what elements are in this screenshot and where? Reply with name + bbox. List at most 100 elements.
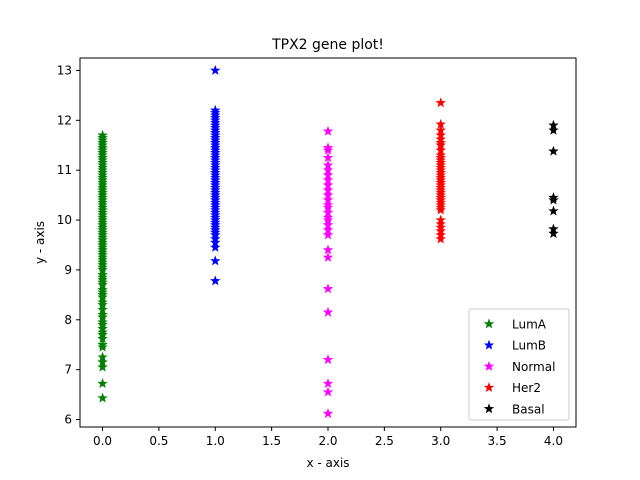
x-tick-label: 2.0 xyxy=(318,434,337,448)
x-tick-label: 4.0 xyxy=(544,434,563,448)
legend-label: Basal xyxy=(512,402,545,416)
data-point xyxy=(322,244,334,255)
data-point xyxy=(435,133,446,144)
data-point xyxy=(435,118,446,129)
data-point xyxy=(322,207,334,217)
data-point xyxy=(322,189,334,200)
y-tick-label: 9 xyxy=(64,263,72,277)
data-point xyxy=(97,326,108,337)
y-tick-label: 11 xyxy=(57,163,72,177)
data-point xyxy=(97,339,108,350)
data-point xyxy=(548,205,559,216)
x-tick-label: 3.5 xyxy=(488,434,507,448)
y-tick-label: 13 xyxy=(57,63,72,77)
data-point xyxy=(97,361,108,372)
data-point xyxy=(97,309,108,320)
x-tick-label: 3.0 xyxy=(431,434,450,448)
data-point xyxy=(435,218,446,229)
series-luma xyxy=(97,129,108,403)
data-point xyxy=(548,192,559,203)
data-point xyxy=(548,124,559,135)
data-point xyxy=(210,255,221,266)
data-point xyxy=(322,224,334,235)
data-point xyxy=(322,252,334,262)
data-point xyxy=(435,233,446,244)
data-point xyxy=(435,222,446,232)
data-point xyxy=(548,223,559,234)
data-point xyxy=(435,124,446,135)
data-point xyxy=(435,229,446,240)
data-point xyxy=(435,97,446,108)
series-normal xyxy=(322,125,334,418)
data-point xyxy=(322,306,334,317)
data-point xyxy=(435,225,446,236)
legend-marker xyxy=(483,360,495,371)
data-point xyxy=(322,125,334,136)
x-axis-label: x - axis xyxy=(306,456,349,470)
x-tick-label: 0.5 xyxy=(149,434,168,448)
data-point xyxy=(322,174,334,185)
data-point xyxy=(97,284,108,295)
data-point xyxy=(322,152,334,163)
data-point xyxy=(435,137,446,148)
chart-title: TPX2 gene plot! xyxy=(271,37,384,53)
legend-marker xyxy=(483,382,495,393)
data-point xyxy=(322,378,334,389)
data-point xyxy=(548,119,559,130)
data-point xyxy=(322,159,334,170)
data-point xyxy=(97,392,108,403)
x-tick-label: 1.0 xyxy=(206,434,225,448)
legend: LumA LumB Normal Her2 Basal xyxy=(468,308,570,421)
data-point xyxy=(548,145,559,156)
data-point xyxy=(322,199,334,210)
y-tick-label: 10 xyxy=(57,213,72,227)
legend-marker xyxy=(483,318,495,329)
data-point xyxy=(210,237,221,247)
data-point xyxy=(210,242,221,252)
legend-label: Her2 xyxy=(512,381,541,395)
data-point xyxy=(210,65,221,75)
series-lumb xyxy=(210,65,221,286)
data-point xyxy=(322,194,334,205)
legend-label: LumB xyxy=(512,339,546,353)
y-axis-label: y - axis xyxy=(33,221,47,264)
data-point xyxy=(322,179,334,190)
series-basal xyxy=(548,119,559,238)
data-point xyxy=(435,149,446,160)
y-axis-ticks: 6 7 8 9 10 11 12 13 xyxy=(57,63,80,427)
data-point xyxy=(97,296,108,307)
y-tick-label: 6 xyxy=(64,413,72,427)
data-point xyxy=(322,386,334,397)
data-point xyxy=(322,283,334,294)
data-point xyxy=(97,316,108,327)
legend-box xyxy=(468,308,570,421)
y-tick-label: 12 xyxy=(57,113,72,127)
data-point xyxy=(97,356,108,367)
data-point xyxy=(210,233,221,244)
data-point xyxy=(322,142,334,153)
data-point xyxy=(210,104,221,115)
x-tick-label: 0.0 xyxy=(93,434,112,448)
data-point xyxy=(97,269,108,280)
data-point xyxy=(97,129,108,140)
x-axis-ticks: 0.0 0.5 1.0 1.5 2.0 2.5 3.0 3.5 4.0 xyxy=(93,427,563,448)
data-point xyxy=(97,378,108,389)
data-point xyxy=(322,354,334,365)
data-point xyxy=(322,408,334,418)
legend-marker xyxy=(483,403,495,414)
data-point xyxy=(322,212,334,222)
data-point xyxy=(322,169,334,180)
legend-label: Normal xyxy=(512,360,555,374)
data-point xyxy=(322,219,334,230)
data-point xyxy=(97,323,108,334)
data-point xyxy=(435,214,446,225)
data-point xyxy=(548,228,559,238)
data-point xyxy=(322,164,334,175)
legend-marker xyxy=(483,339,495,350)
data-point xyxy=(97,351,108,362)
data-points xyxy=(97,65,559,418)
data-point xyxy=(210,275,221,286)
data-point xyxy=(97,304,108,315)
y-tick-label: 7 xyxy=(64,363,72,377)
